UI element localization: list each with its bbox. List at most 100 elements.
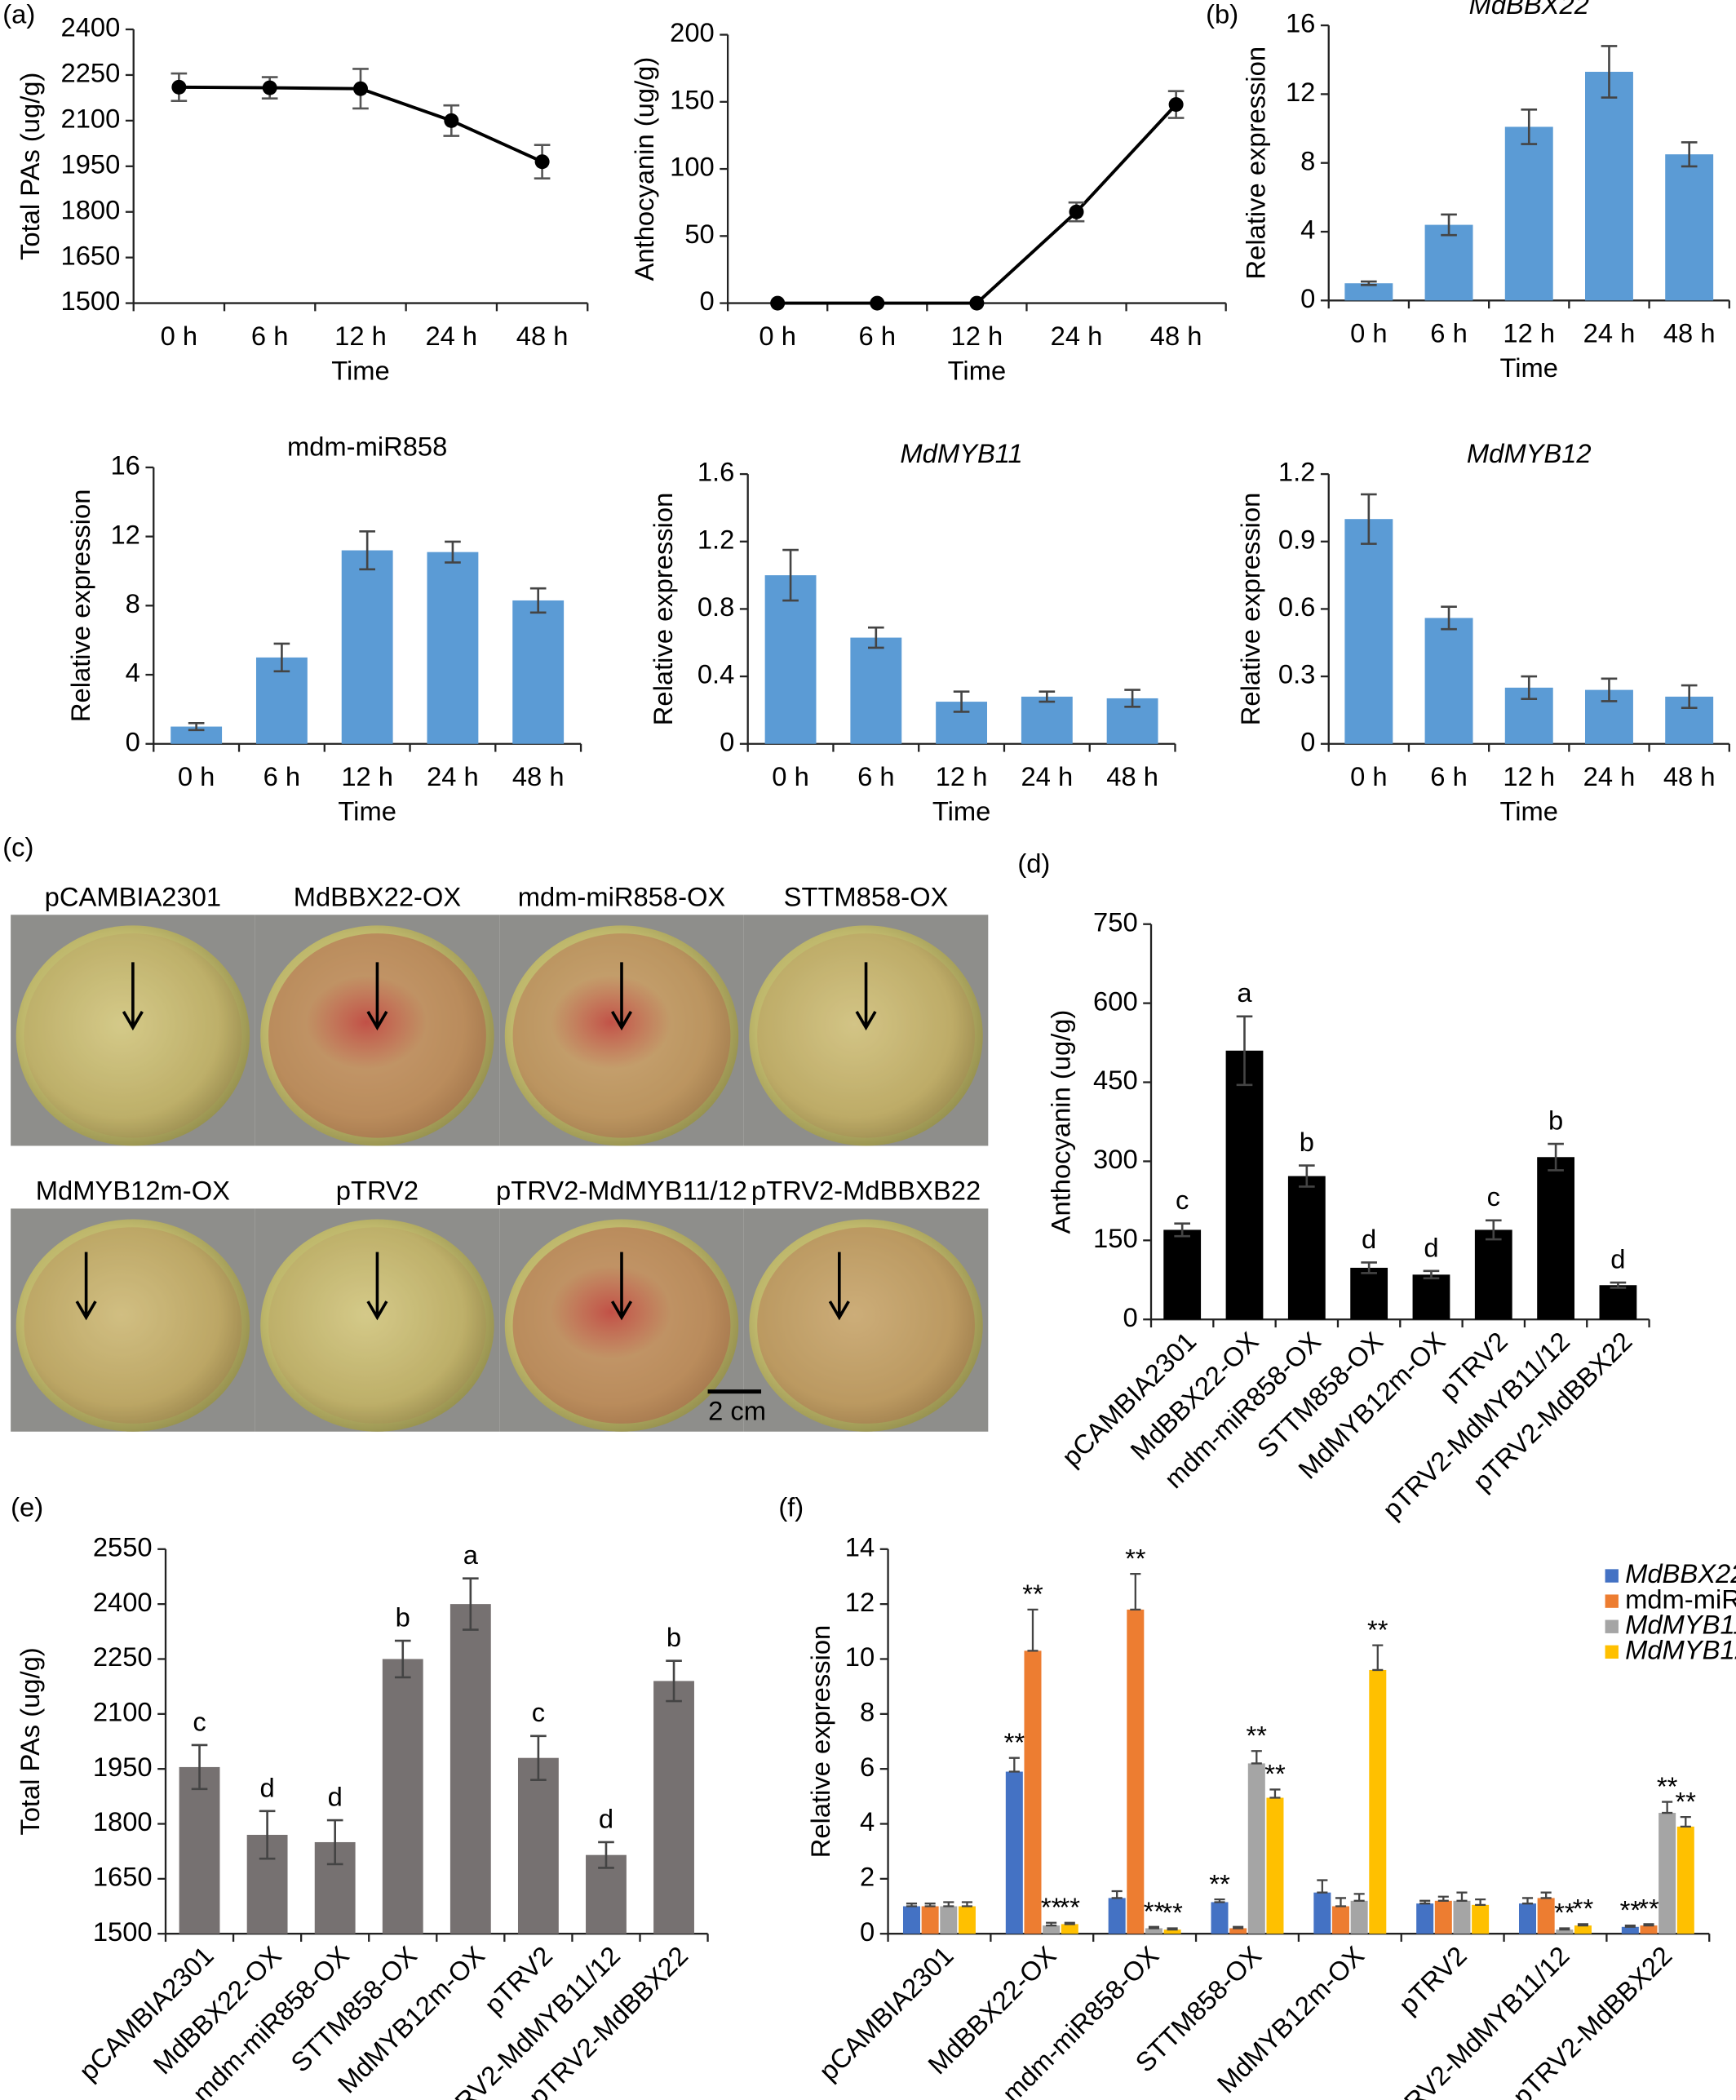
significance-mark: **	[1264, 1759, 1286, 1789]
error-bar	[1124, 689, 1140, 708]
legend-swatch	[1605, 1594, 1619, 1608]
y-tick-label: 1.2	[698, 524, 734, 554]
bar	[517, 1757, 559, 1934]
y-tick-label: 100	[670, 152, 715, 182]
chart-title: MdMYB12	[1467, 438, 1592, 468]
legend-swatch	[1605, 1645, 1619, 1659]
bar	[1676, 1826, 1694, 1934]
error-bar	[1353, 1893, 1365, 1902]
significance-letter: b	[666, 1622, 681, 1652]
significance-mark: **	[1554, 1898, 1575, 1928]
bar	[1424, 224, 1473, 301]
y-axis-title: Anthocyanin (ug/g)	[629, 57, 659, 281]
bar	[427, 552, 479, 744]
y-axis-title: Relative expression	[65, 490, 95, 723]
bar	[1519, 1903, 1537, 1934]
error-bar	[1269, 1788, 1281, 1799]
x-tick-label: 48 h	[512, 761, 565, 791]
significance-mark: **	[1004, 1727, 1025, 1757]
arrow	[366, 962, 388, 1031]
bar	[850, 637, 902, 744]
apple-blush	[268, 1227, 486, 1424]
significance-letter: d	[1610, 1243, 1625, 1274]
y-tick-label: 4	[1300, 215, 1315, 245]
error-bar	[1662, 1801, 1673, 1814]
error-bar	[273, 642, 290, 673]
arrow	[122, 962, 144, 1031]
y-tick-label: 300	[1093, 1144, 1138, 1174]
apple	[260, 1219, 494, 1432]
error-bar	[1441, 605, 1457, 631]
point	[770, 295, 786, 311]
panel-label: (d)	[1017, 848, 1050, 878]
error-bar	[1372, 1644, 1384, 1672]
bar	[1287, 1176, 1326, 1320]
bar	[450, 1604, 491, 1934]
error-bar	[1441, 213, 1457, 237]
error-bar	[1236, 1015, 1253, 1087]
bar	[1021, 696, 1073, 744]
x-tick-label: 24 h	[1021, 761, 1073, 791]
significance-letter: b	[396, 1602, 410, 1632]
y-tick-label: 12	[1286, 77, 1315, 107]
red-patch	[306, 975, 427, 1070]
y-axis-title: Relative expression	[805, 1625, 835, 1859]
y-tick-label: 0.6	[1278, 591, 1315, 622]
y-tick-label: 0.3	[1278, 659, 1315, 689]
x-tick-label: 12 h	[951, 321, 1003, 351]
error-bar	[1167, 1927, 1178, 1931]
significance-letter: c	[1176, 1185, 1189, 1215]
error-bar	[1577, 1923, 1589, 1927]
x-axis-title: Time	[1500, 352, 1559, 383]
x-tick-label: 24 h	[1583, 317, 1636, 348]
y-tick-label: 600	[1093, 986, 1138, 1016]
y-axis-title: Total PAs (ug/g)	[15, 73, 45, 260]
error-bar	[1111, 1890, 1123, 1899]
red-patch	[551, 1265, 671, 1359]
y-tick-label: 150	[670, 84, 715, 114]
y-tick-label: 750	[1093, 906, 1138, 937]
y-tick-label: 450	[1093, 1065, 1138, 1095]
x-tick-label: 0 h	[178, 761, 215, 791]
point	[969, 295, 985, 311]
significance-mark: **	[1620, 1894, 1641, 1925]
bar	[1369, 1669, 1387, 1934]
y-tick-label: 2250	[93, 1641, 153, 1672]
point	[1069, 204, 1084, 219]
x-tick-label: 0 h	[772, 761, 808, 791]
bar	[1416, 1903, 1434, 1934]
y-tick-label: 0	[720, 726, 734, 756]
arrow	[610, 962, 633, 1031]
x-tick-label: 0 h	[1350, 317, 1387, 348]
y-tick-label: 1800	[93, 1806, 153, 1836]
error-bar	[1317, 1879, 1328, 1894]
error-bar	[1064, 1921, 1075, 1925]
significance-mark: **	[1367, 1615, 1388, 1645]
y-tick-label: 8	[1300, 145, 1315, 175]
bar	[1331, 1906, 1349, 1934]
significance-mark: **	[1060, 1892, 1081, 1922]
legend-label: MdBBX22	[1625, 1558, 1736, 1588]
photo-label: pCAMBIA2301	[45, 881, 221, 911]
y-tick-label: 0	[1300, 283, 1315, 313]
y-tick-label: 1500	[61, 286, 121, 316]
y-tick-label: 2250	[61, 58, 121, 88]
x-tick-label: 6 h	[1430, 317, 1467, 348]
bar	[1350, 1267, 1388, 1320]
bar	[1658, 1813, 1676, 1934]
error-bar	[1214, 1898, 1225, 1903]
error-bar	[1624, 1924, 1636, 1928]
error-bar	[1475, 1898, 1486, 1906]
point	[262, 80, 277, 95]
error-bar	[906, 1903, 918, 1907]
error-bar	[1361, 280, 1377, 286]
significance-mark: **	[1144, 1896, 1165, 1926]
x-tick-label: 48 h	[1663, 761, 1716, 791]
error-bar	[191, 1743, 208, 1791]
x-axis-title: Time	[948, 355, 1007, 385]
y-tick-label: 10	[845, 1641, 875, 1672]
chart-title: MdBBX22	[1469, 0, 1589, 20]
error-bar	[188, 722, 205, 732]
error-bar	[359, 529, 375, 571]
bar	[1621, 1926, 1639, 1934]
